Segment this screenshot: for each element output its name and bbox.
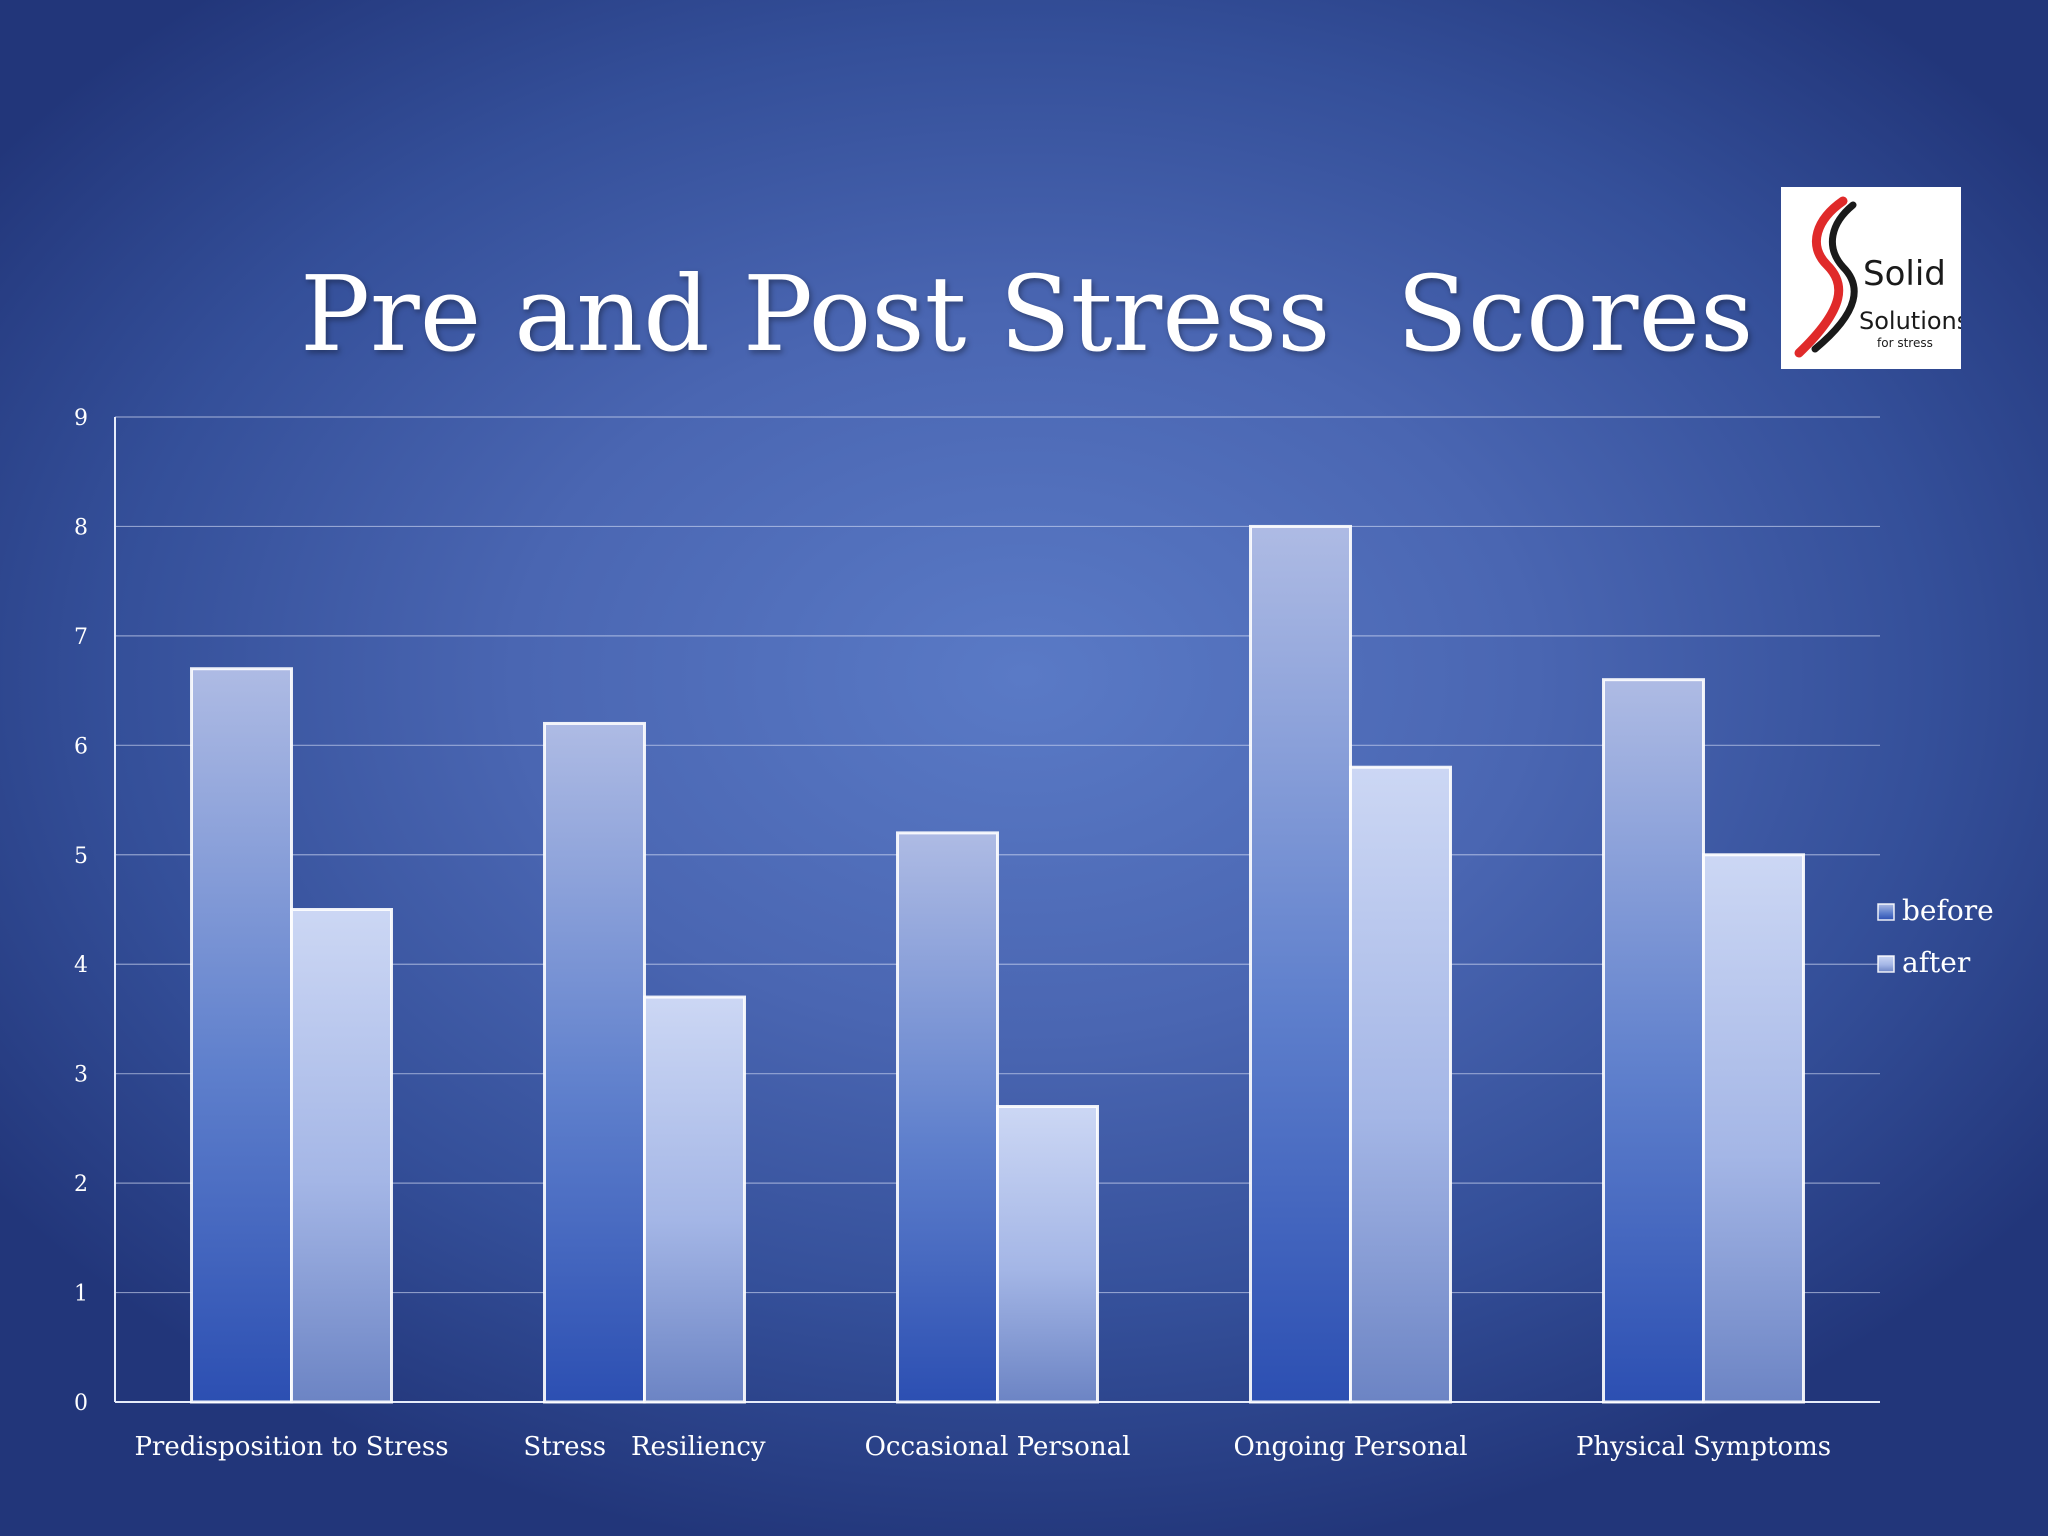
logo-text-for-stress: for stress: [1877, 336, 1933, 350]
y-tick-label: 9: [74, 406, 88, 431]
y-tick-label: 7: [74, 625, 88, 650]
y-tick-label: 8: [74, 515, 88, 540]
bar-after-4: [1349, 765, 1452, 1404]
bar-before-5: [1602, 678, 1705, 1404]
logo-text-solid: Solid: [1863, 254, 1946, 294]
x-category-label: Ongoing Personal: [1233, 1432, 1467, 1462]
bar-before-3: [896, 831, 999, 1404]
bar-after-3: [996, 1105, 1099, 1404]
x-category-label: Stress Resiliency: [523, 1432, 766, 1462]
y-axis-tick-labels: 0 1 2 3 4 5 6 7 8 9: [74, 406, 88, 1416]
y-tick-label: 4: [74, 953, 88, 978]
bar-before-4: [1249, 524, 1352, 1404]
bar-before-2: [543, 721, 646, 1404]
bar-after-1: [290, 908, 393, 1404]
bar-after-5: [1702, 853, 1805, 1404]
y-tick-label: 5: [74, 844, 88, 869]
y-tick-label: 0: [74, 1391, 88, 1416]
logo-mark-icon: Solid Solutions for stress: [1794, 196, 1961, 358]
legend: before after: [1877, 894, 1994, 979]
x-axis-category-labels: Predisposition to Stress Stress Resilienc…: [134, 1432, 1831, 1462]
y-tick-label: 3: [74, 1063, 88, 1088]
bar-before-1: [190, 667, 293, 1404]
bar-after-2: [643, 995, 746, 1404]
legend-label-after: after: [1902, 946, 1971, 979]
x-category-label: Predisposition to Stress: [134, 1432, 448, 1462]
slide-title: Pre and Post Stress Scores: [300, 253, 1754, 375]
y-tick-label: 1: [74, 1282, 88, 1307]
legend-swatch-after: [1877, 955, 1895, 973]
logo-text-solutions: Solutions: [1859, 307, 1961, 335]
x-category-label: Occasional Personal: [865, 1432, 1131, 1462]
legend-label-before: before: [1902, 894, 1994, 927]
y-tick-label: 6: [74, 734, 88, 759]
legend-swatch-before: [1877, 903, 1895, 921]
y-tick-label: 2: [74, 1172, 88, 1197]
x-category-label: Physical Symptoms: [1576, 1432, 1831, 1462]
bars: [190, 524, 1805, 1404]
company-logo: Solid Solutions for stress: [1781, 187, 1961, 369]
